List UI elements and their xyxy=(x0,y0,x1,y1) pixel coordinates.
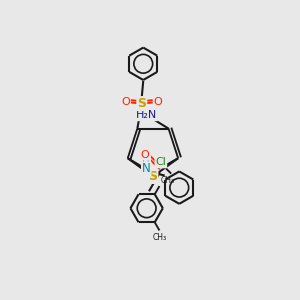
Text: N: N xyxy=(142,162,151,175)
Text: Cl: Cl xyxy=(155,158,166,167)
Text: O: O xyxy=(141,150,149,160)
Text: S: S xyxy=(137,97,146,110)
Text: CH₃: CH₃ xyxy=(152,233,167,242)
Text: O: O xyxy=(121,97,130,107)
Text: CH₃: CH₃ xyxy=(161,176,175,184)
Text: S: S xyxy=(148,170,158,183)
Text: H₂N: H₂N xyxy=(136,110,157,120)
Text: H: H xyxy=(142,155,150,166)
Text: O: O xyxy=(154,97,162,107)
